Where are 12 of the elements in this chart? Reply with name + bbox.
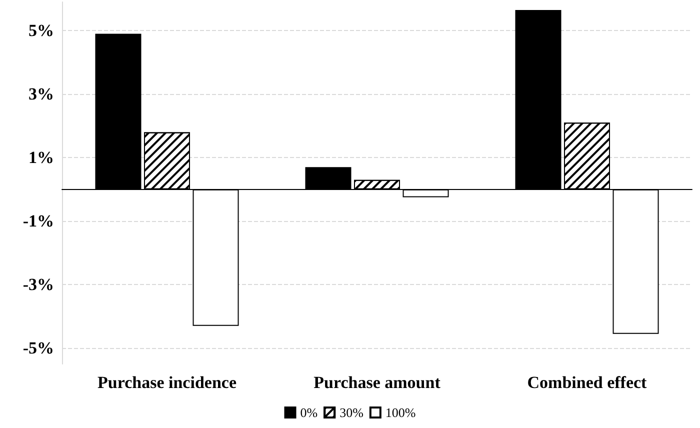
legend-label: 100%: [385, 405, 416, 420]
y-tick-label: 3%: [28, 84, 54, 104]
y-tick-label: -3%: [22, 275, 54, 294]
y-tick-label: 5%: [28, 21, 54, 40]
y-tick-label: -5%: [22, 338, 54, 358]
legend-label: 0%: [300, 405, 318, 420]
x-tick-label: Purchase incidence: [98, 373, 237, 392]
x-tick-label: Purchase amount: [314, 373, 441, 392]
y-tick-label: 1%: [28, 148, 54, 168]
legend-label: 30%: [340, 405, 364, 420]
y-tick-label: -1%: [22, 212, 54, 231]
x-tick-label: Combined effect: [527, 373, 648, 392]
